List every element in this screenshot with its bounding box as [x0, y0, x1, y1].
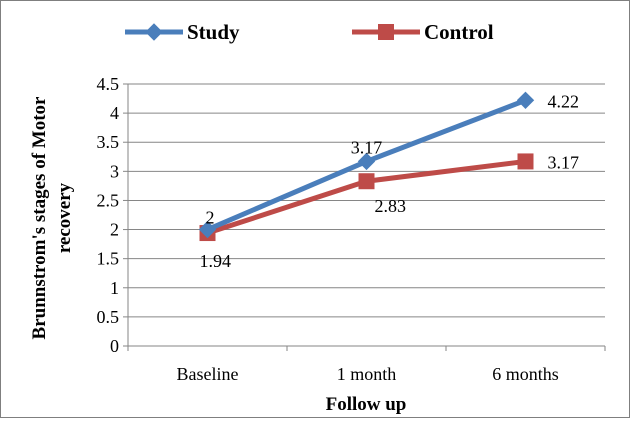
data-point-control — [358, 173, 375, 190]
data-point-study — [516, 91, 535, 110]
data-point-control — [517, 153, 534, 170]
legend-label: Study — [187, 20, 240, 44]
y-axis-title-line-2: recovery — [54, 182, 75, 253]
y-axis-title-line-1: Brunnstrom's stages of Motor — [29, 96, 50, 340]
y-tick-label: 2.5 — [97, 190, 120, 210]
y-tick-label: 2 — [110, 220, 119, 240]
y-tick-label: 1.5 — [97, 249, 120, 269]
series-study — [198, 91, 535, 239]
data-point-study — [357, 152, 376, 171]
y-tick-label: 0.5 — [97, 307, 120, 327]
legend-swatch-marker — [378, 24, 394, 40]
series — [198, 91, 535, 242]
data-label-control: 3.17 — [548, 152, 580, 172]
x-tick-label: 1 month — [337, 364, 397, 384]
y-tick-label: 4.5 — [97, 74, 120, 94]
legend-item-control: Control — [352, 20, 494, 44]
axes — [127, 84, 605, 347]
data-label-study: 4.22 — [548, 91, 580, 111]
data-point-study — [198, 220, 217, 239]
y-axis-ticks: 0 0.5 1 1.5 2 2.5 3 3.5 4 4.5 — [97, 74, 128, 356]
data-labels: 2 3.17 4.22 1.94 2.83 3.17 — [200, 91, 580, 271]
data-label-study: 3.17 — [351, 137, 383, 157]
x-tick-label: 6 months — [492, 364, 559, 384]
data-label-control: 2.83 — [375, 196, 407, 216]
legend: Study Control — [125, 20, 494, 44]
y-tick-label: 3.5 — [97, 132, 120, 152]
x-axis-ticks: Baseline 1 month 6 months — [127, 346, 606, 384]
y-tick-label: 4 — [110, 103, 119, 123]
x-tick-label: Baseline — [177, 364, 239, 384]
legend-item-study: Study — [125, 20, 240, 44]
legend-swatch-marker — [145, 23, 163, 41]
y-tick-label: 0 — [110, 336, 119, 356]
y-tick-label: 3 — [110, 161, 119, 181]
data-label-control: 1.94 — [200, 251, 232, 271]
data-label-study: 2 — [206, 208, 215, 228]
x-axis-title: Follow up — [326, 394, 407, 415]
y-tick-label: 1 — [110, 278, 119, 298]
legend-label: Control — [424, 20, 494, 44]
